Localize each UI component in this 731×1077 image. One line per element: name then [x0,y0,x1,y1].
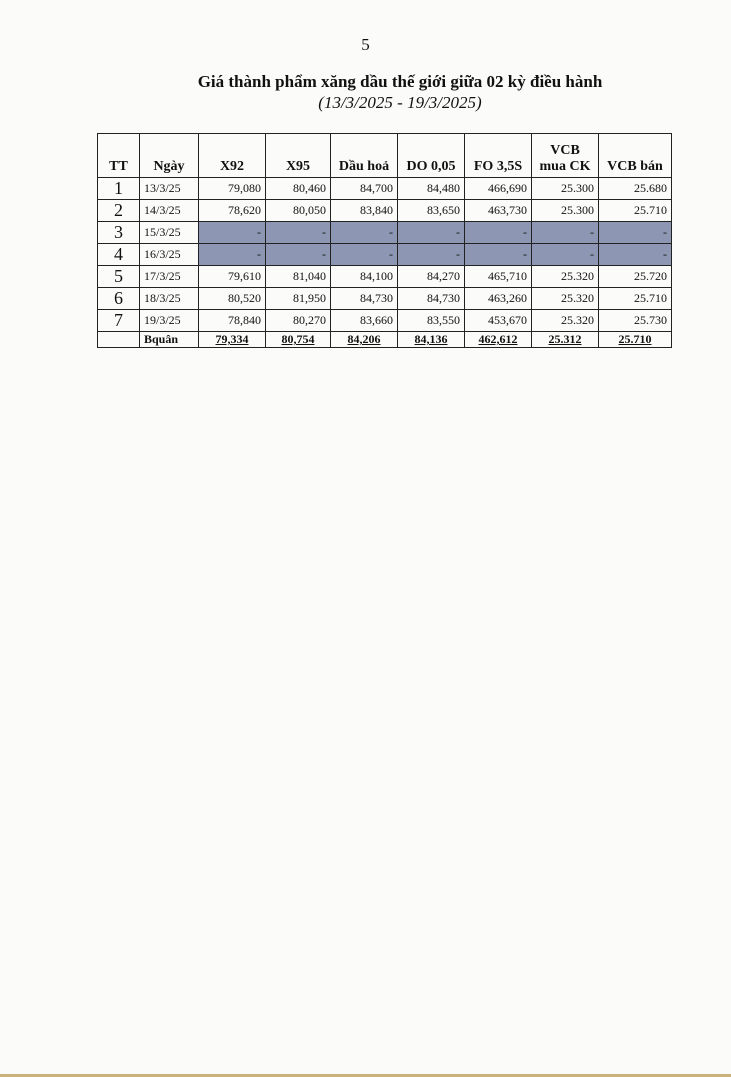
price-cell: - [397,243,465,266]
row-number: 3 [97,221,140,244]
row-number: 1 [97,177,140,200]
price-cell: - [397,221,465,244]
price-cell: 25.680 [598,177,672,200]
column-header: FO 3,5S [464,133,532,178]
price-cell: 80,460 [265,177,331,200]
price-cell: 81,040 [265,265,331,288]
price-cell: 79,610 [198,265,266,288]
price-cell: - [330,243,398,266]
average-cell: 25.312 [531,331,599,348]
price-cell: 80,270 [265,309,331,332]
price-cell: - [598,243,672,266]
table-row: 5 17/3/25 79,610 81,040 84,100 84,270 465,710 2… [97,265,672,288]
price-cell: 84,100 [330,265,398,288]
price-cell: 78,840 [198,309,266,332]
page-number: 5 [361,35,370,54]
price-cell: 463,730 [464,199,532,222]
price-cell: 453,670 [464,309,532,332]
row-number: 7 [97,309,140,332]
price-cell: 84,730 [397,287,465,310]
empty-cell [97,331,140,348]
price-cell: 25.300 [531,177,599,200]
row-number: 2 [97,199,140,222]
price-cell: 25.320 [531,287,599,310]
row-number: 5 [97,265,140,288]
table-row: 4 16/3/25- - - - - - - [97,243,672,266]
page-edge [0,1074,731,1077]
table-row: 3 15/3/25- - - - - - - [97,221,672,244]
price-cell: - [531,221,599,244]
average-cell: 79,334 [198,331,266,348]
column-header: Dầu hoả [330,133,398,178]
average-cell: 25.710 [598,331,672,348]
column-header: DO 0,05 [397,133,465,178]
price-table: TT Ngày X92 X95 Dầu hoả DO 0,05 FO 3,5S VCB mua… [97,133,672,348]
price-cell: 25.730 [598,309,672,332]
row-date: 13/3/25 [139,177,199,200]
price-cell: 83,840 [330,199,398,222]
price-cell: - [265,243,331,266]
price-cell: 78,620 [198,199,266,222]
price-cell: - [265,221,331,244]
price-cell: 25.300 [531,199,599,222]
row-date: 15/3/25 [139,221,199,244]
row-date: 17/3/25 [139,265,199,288]
table-row: 6 18/3/25 80,520 81,950 84,730 84,730 463,260 2… [97,287,672,310]
price-cell: 463,260 [464,287,532,310]
price-cell: - [330,221,398,244]
average-label: Bquân [139,331,199,348]
row-date: 16/3/25 [139,243,199,266]
price-cell: 84,480 [397,177,465,200]
price-cell: 25.710 [598,287,672,310]
average-cell: 462,612 [464,331,532,348]
column-header: VCB mua CK [531,133,599,178]
price-cell: 80,050 [265,199,331,222]
row-number: 4 [97,243,140,266]
table-row: 1 13/3/25 79,080 80,460 84,700 84,480 466,690 2… [97,177,672,200]
price-cell: 83,650 [397,199,465,222]
price-cell: 81,950 [265,287,331,310]
average-row: Bquân 79,334 80,754 84,206 84,136 462,612 25.3… [97,331,672,348]
column-header: X95 [265,133,331,178]
price-cell: 466,690 [464,177,532,200]
price-cell: - [464,243,532,266]
price-cell: 84,270 [397,265,465,288]
price-cell: 465,710 [464,265,532,288]
price-cell: 25.320 [531,265,599,288]
price-cell: - [464,221,532,244]
column-header: TT [97,133,140,178]
price-cell: - [531,243,599,266]
column-header: X92 [198,133,266,178]
average-cell: 80,754 [265,331,331,348]
price-cell: 83,550 [397,309,465,332]
price-cell: 25.710 [598,199,672,222]
row-date: 19/3/25 [139,309,199,332]
row-date: 18/3/25 [139,287,199,310]
row-date: 14/3/25 [139,199,199,222]
price-cell: 84,730 [330,287,398,310]
price-cell: 79,080 [198,177,266,200]
document-subtitle: (13/3/2025 - 19/3/2025) [318,93,482,112]
table-header-row: TT Ngày X92 X95 Dầu hoả DO 0,05 FO 3,5S VCB mua… [97,133,672,178]
price-cell: 83,660 [330,309,398,332]
price-cell: 84,700 [330,177,398,200]
column-header: VCB bán [598,133,672,178]
column-header: Ngày [139,133,199,178]
row-number: 6 [97,287,140,310]
price-cell: - [198,243,266,266]
average-cell: 84,206 [330,331,398,348]
price-cell: - [598,221,672,244]
table-row: 2 14/3/25 78,620 80,050 83,840 83,650 463,730 2… [97,199,672,222]
price-cell: 25.720 [598,265,672,288]
average-cell: 84,136 [397,331,465,348]
document-title: Giá thành phẩm xăng dầu thế giới giữa 02… [197,72,603,91]
price-cell: 25.320 [531,309,599,332]
price-cell: - [198,221,266,244]
price-cell: 80,520 [198,287,266,310]
table-row: 7 19/3/25 78,840 80,270 83,660 83,550 453,670 2… [97,309,672,332]
